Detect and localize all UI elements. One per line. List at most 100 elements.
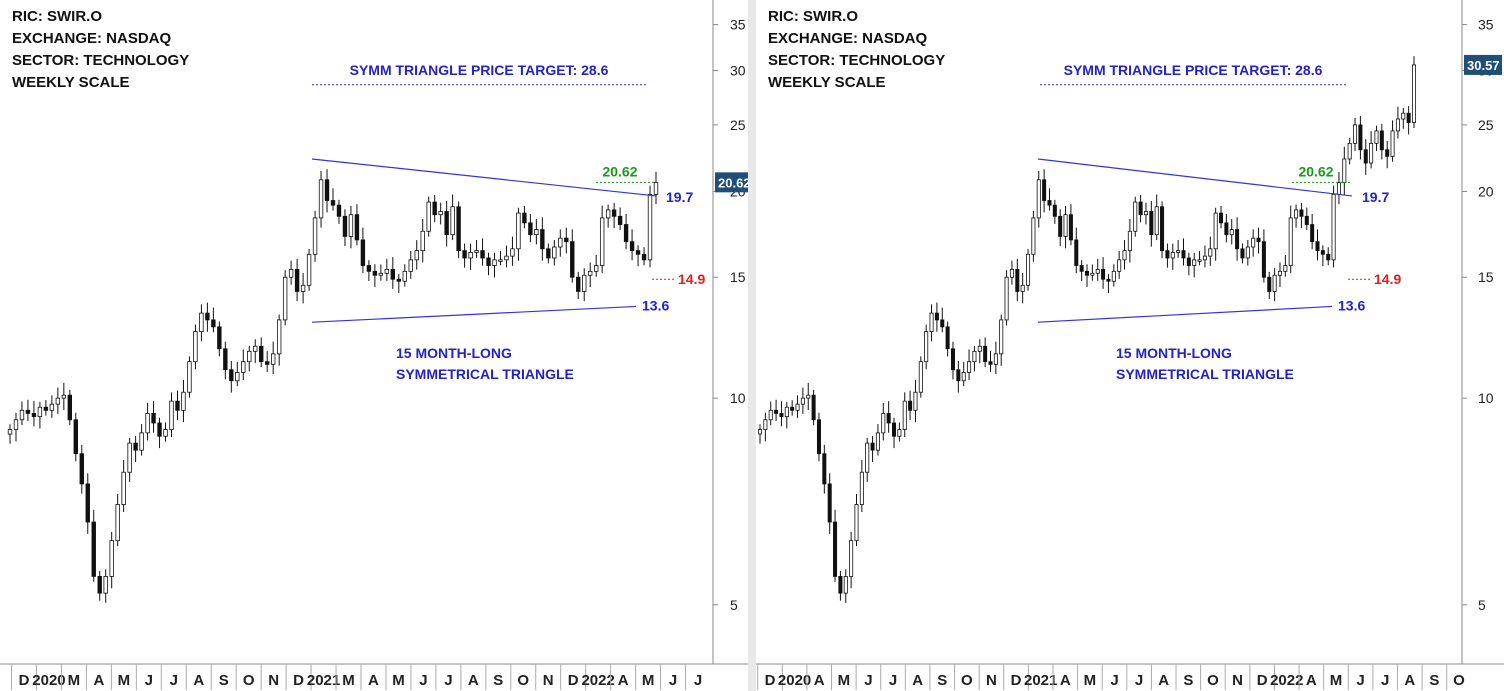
candle xyxy=(241,361,246,373)
candle xyxy=(1122,250,1127,261)
title-line: EXCHANGE: NASDAQ xyxy=(768,30,928,47)
candle xyxy=(892,422,897,437)
candle xyxy=(157,422,162,437)
x-tick-label: 2022 xyxy=(581,672,614,689)
candle xyxy=(833,521,838,577)
x-tick-label: S xyxy=(493,672,503,689)
x-tick-label: O xyxy=(961,672,973,689)
candle xyxy=(259,345,264,363)
candle xyxy=(408,259,413,272)
x-tick-label: J xyxy=(170,672,178,689)
candle xyxy=(1272,274,1277,292)
candle xyxy=(1251,237,1256,248)
candle xyxy=(1331,194,1336,261)
candle xyxy=(843,576,848,594)
last-price-label: 30.57 xyxy=(1467,58,1500,73)
candle xyxy=(593,265,599,272)
candle xyxy=(940,319,945,328)
candle xyxy=(800,397,805,405)
candle xyxy=(1133,201,1138,232)
lower-label: 13.6 xyxy=(1338,297,1365,313)
candle xyxy=(1026,253,1031,286)
candle xyxy=(37,406,43,417)
candle xyxy=(999,319,1004,355)
x-tick-label: N xyxy=(1232,672,1243,689)
candle xyxy=(875,432,880,451)
candle xyxy=(91,521,96,577)
candle xyxy=(881,413,886,434)
candle xyxy=(498,259,503,262)
candle xyxy=(1138,201,1143,216)
candle xyxy=(570,241,575,278)
candle xyxy=(779,413,784,417)
last-price-tag xyxy=(1464,54,1502,75)
candle xyxy=(1020,284,1025,292)
candle xyxy=(972,350,977,363)
x-tick-label: J xyxy=(1110,672,1118,689)
candle xyxy=(546,248,551,259)
candle xyxy=(127,442,132,473)
chart-left: 5101520253035D2020MAMJJASOND2021MAMJJASO… xyxy=(0,0,748,691)
candle xyxy=(187,361,192,393)
candle xyxy=(450,206,455,236)
candle xyxy=(806,394,811,399)
lower-label: 13.6 xyxy=(642,297,669,313)
candle xyxy=(276,319,282,355)
x-tick-label: J xyxy=(444,672,452,689)
candle xyxy=(913,391,918,411)
x-tick-label: O xyxy=(517,672,529,689)
candle xyxy=(1004,276,1009,321)
title-line: RIC: SWIR.O xyxy=(12,8,102,25)
candle xyxy=(1379,130,1384,151)
candle xyxy=(1176,250,1181,253)
chart-background xyxy=(0,0,748,691)
candle xyxy=(795,403,800,411)
upper-label: 19.7 xyxy=(666,189,693,205)
candle xyxy=(456,206,461,252)
candle xyxy=(67,394,73,421)
candle xyxy=(336,204,342,217)
x-tick-label: A xyxy=(814,672,825,689)
candle xyxy=(55,397,61,405)
candle xyxy=(324,179,330,201)
candle xyxy=(1219,212,1224,224)
candle xyxy=(480,250,485,259)
candle xyxy=(599,217,605,266)
stop-label: 14.9 xyxy=(678,271,705,287)
target-label: SYMM TRIANGLE PRICE TARGET: 28.6 xyxy=(1064,62,1323,78)
candle xyxy=(43,406,49,411)
x-tick-label: J xyxy=(145,672,153,689)
candle xyxy=(967,361,972,373)
x-tick-label: 2020 xyxy=(32,672,65,689)
candle xyxy=(1160,206,1165,252)
candle xyxy=(516,212,521,250)
x-tick-label: 2021 xyxy=(307,672,340,689)
candle xyxy=(1084,270,1090,276)
triangle-label: 15 MONTH-LONG xyxy=(1116,345,1232,361)
last-price-label: 20.62 xyxy=(718,175,748,190)
x-tick-label: N xyxy=(268,672,279,689)
candle xyxy=(811,394,816,421)
candle xyxy=(1336,182,1341,195)
candle xyxy=(306,253,312,286)
candle xyxy=(865,442,870,473)
candle xyxy=(85,483,90,523)
candle xyxy=(217,326,222,350)
candle xyxy=(288,268,294,278)
candle xyxy=(1042,179,1047,201)
last-price-tag xyxy=(715,172,748,193)
candle xyxy=(1154,206,1159,236)
y-tick-label: 10 xyxy=(1478,390,1494,406)
title-line: EXCHANGE: NASDAQ xyxy=(12,30,172,47)
candle xyxy=(360,239,366,266)
candle xyxy=(1015,268,1020,292)
candle xyxy=(1406,112,1411,123)
candle xyxy=(420,230,425,252)
x-tick-label: M xyxy=(1084,672,1097,689)
candle xyxy=(588,270,593,276)
candle xyxy=(169,400,174,430)
candle xyxy=(1315,241,1320,252)
x-tick-label: M xyxy=(838,672,851,689)
candle xyxy=(1320,250,1325,255)
candle xyxy=(534,229,539,236)
